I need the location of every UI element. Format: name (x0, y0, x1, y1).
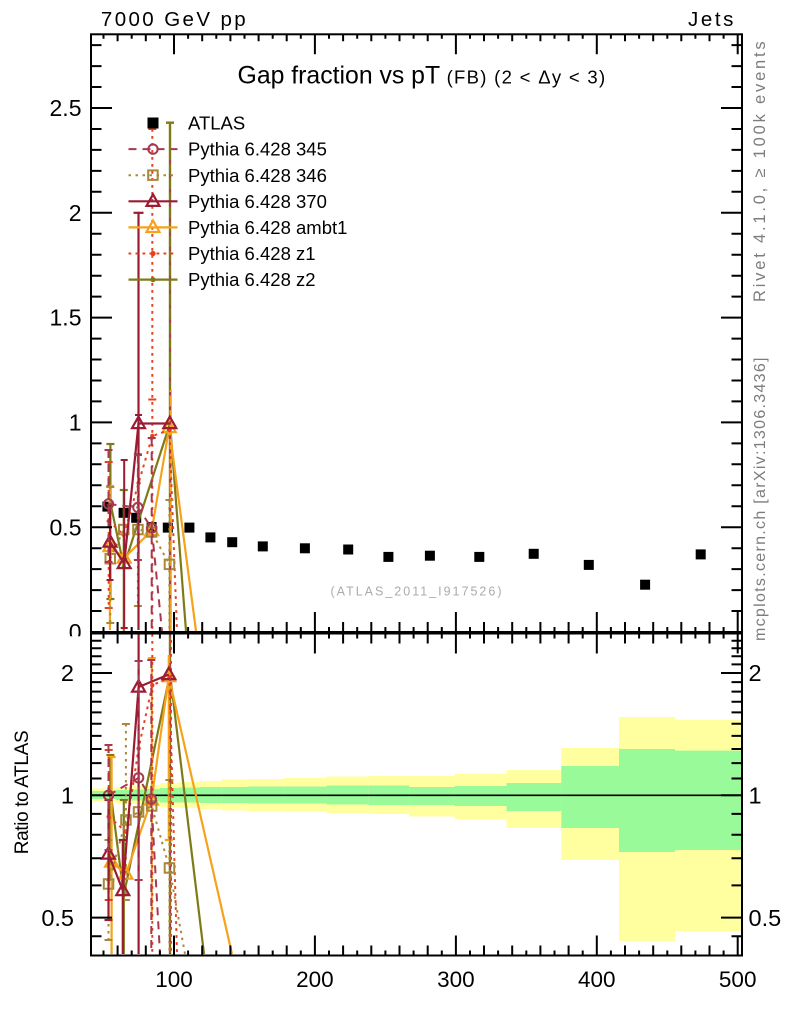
svg-text:7000 GeV pp: 7000 GeV pp (101, 8, 248, 31)
svg-text:100: 100 (155, 967, 193, 992)
svg-text:Ratio to ATLAS: Ratio to ATLAS (12, 731, 33, 855)
svg-text:Gap fraction vs pT (FB) (2 < Δ: Gap fraction vs pT (FB) (2 < Δy < 3) (238, 63, 607, 90)
svg-text:1.5: 1.5 (50, 305, 82, 331)
svg-text:Pythia 6.428 370: Pythia 6.428 370 (188, 191, 327, 212)
svg-text:Pythia 6.428 z2: Pythia 6.428 z2 (188, 269, 316, 290)
svg-text:Pythia 6.428 z1: Pythia 6.428 z1 (188, 243, 316, 264)
svg-text:0.5: 0.5 (41, 905, 74, 931)
svg-text:1: 1 (69, 410, 82, 436)
svg-text:2: 2 (69, 200, 82, 226)
svg-text:Jets: Jets (688, 8, 736, 31)
svg-text:0.5: 0.5 (749, 905, 782, 931)
svg-text:2.5: 2.5 (50, 95, 82, 121)
svg-text:500: 500 (719, 967, 757, 992)
svg-text:0.5: 0.5 (50, 514, 82, 540)
svg-text:Pythia 6.428 ambt1: Pythia 6.428 ambt1 (188, 217, 347, 238)
svg-text:mcplots.cern.ch [arXiv:1306.34: mcplots.cern.ch [arXiv:1306.3436] (752, 356, 769, 641)
svg-text:2: 2 (749, 660, 762, 686)
svg-text:1: 1 (749, 783, 762, 809)
svg-text:Pythia 6.428 346: Pythia 6.428 346 (188, 165, 327, 186)
svg-text:(ATLAS_2011_I917526): (ATLAS_2011_I917526) (331, 585, 504, 599)
svg-text:300: 300 (437, 967, 475, 992)
svg-text:400: 400 (578, 967, 616, 992)
svg-text:ATLAS: ATLAS (188, 113, 245, 134)
svg-text:1: 1 (61, 783, 74, 809)
svg-text:2: 2 (61, 660, 74, 686)
svg-text:Pythia 6.428 345: Pythia 6.428 345 (188, 139, 327, 160)
svg-text:200: 200 (296, 967, 334, 992)
svg-text:Rivet 4.1.0, ≥ 100k events: Rivet 4.1.0, ≥ 100k events (751, 39, 769, 302)
